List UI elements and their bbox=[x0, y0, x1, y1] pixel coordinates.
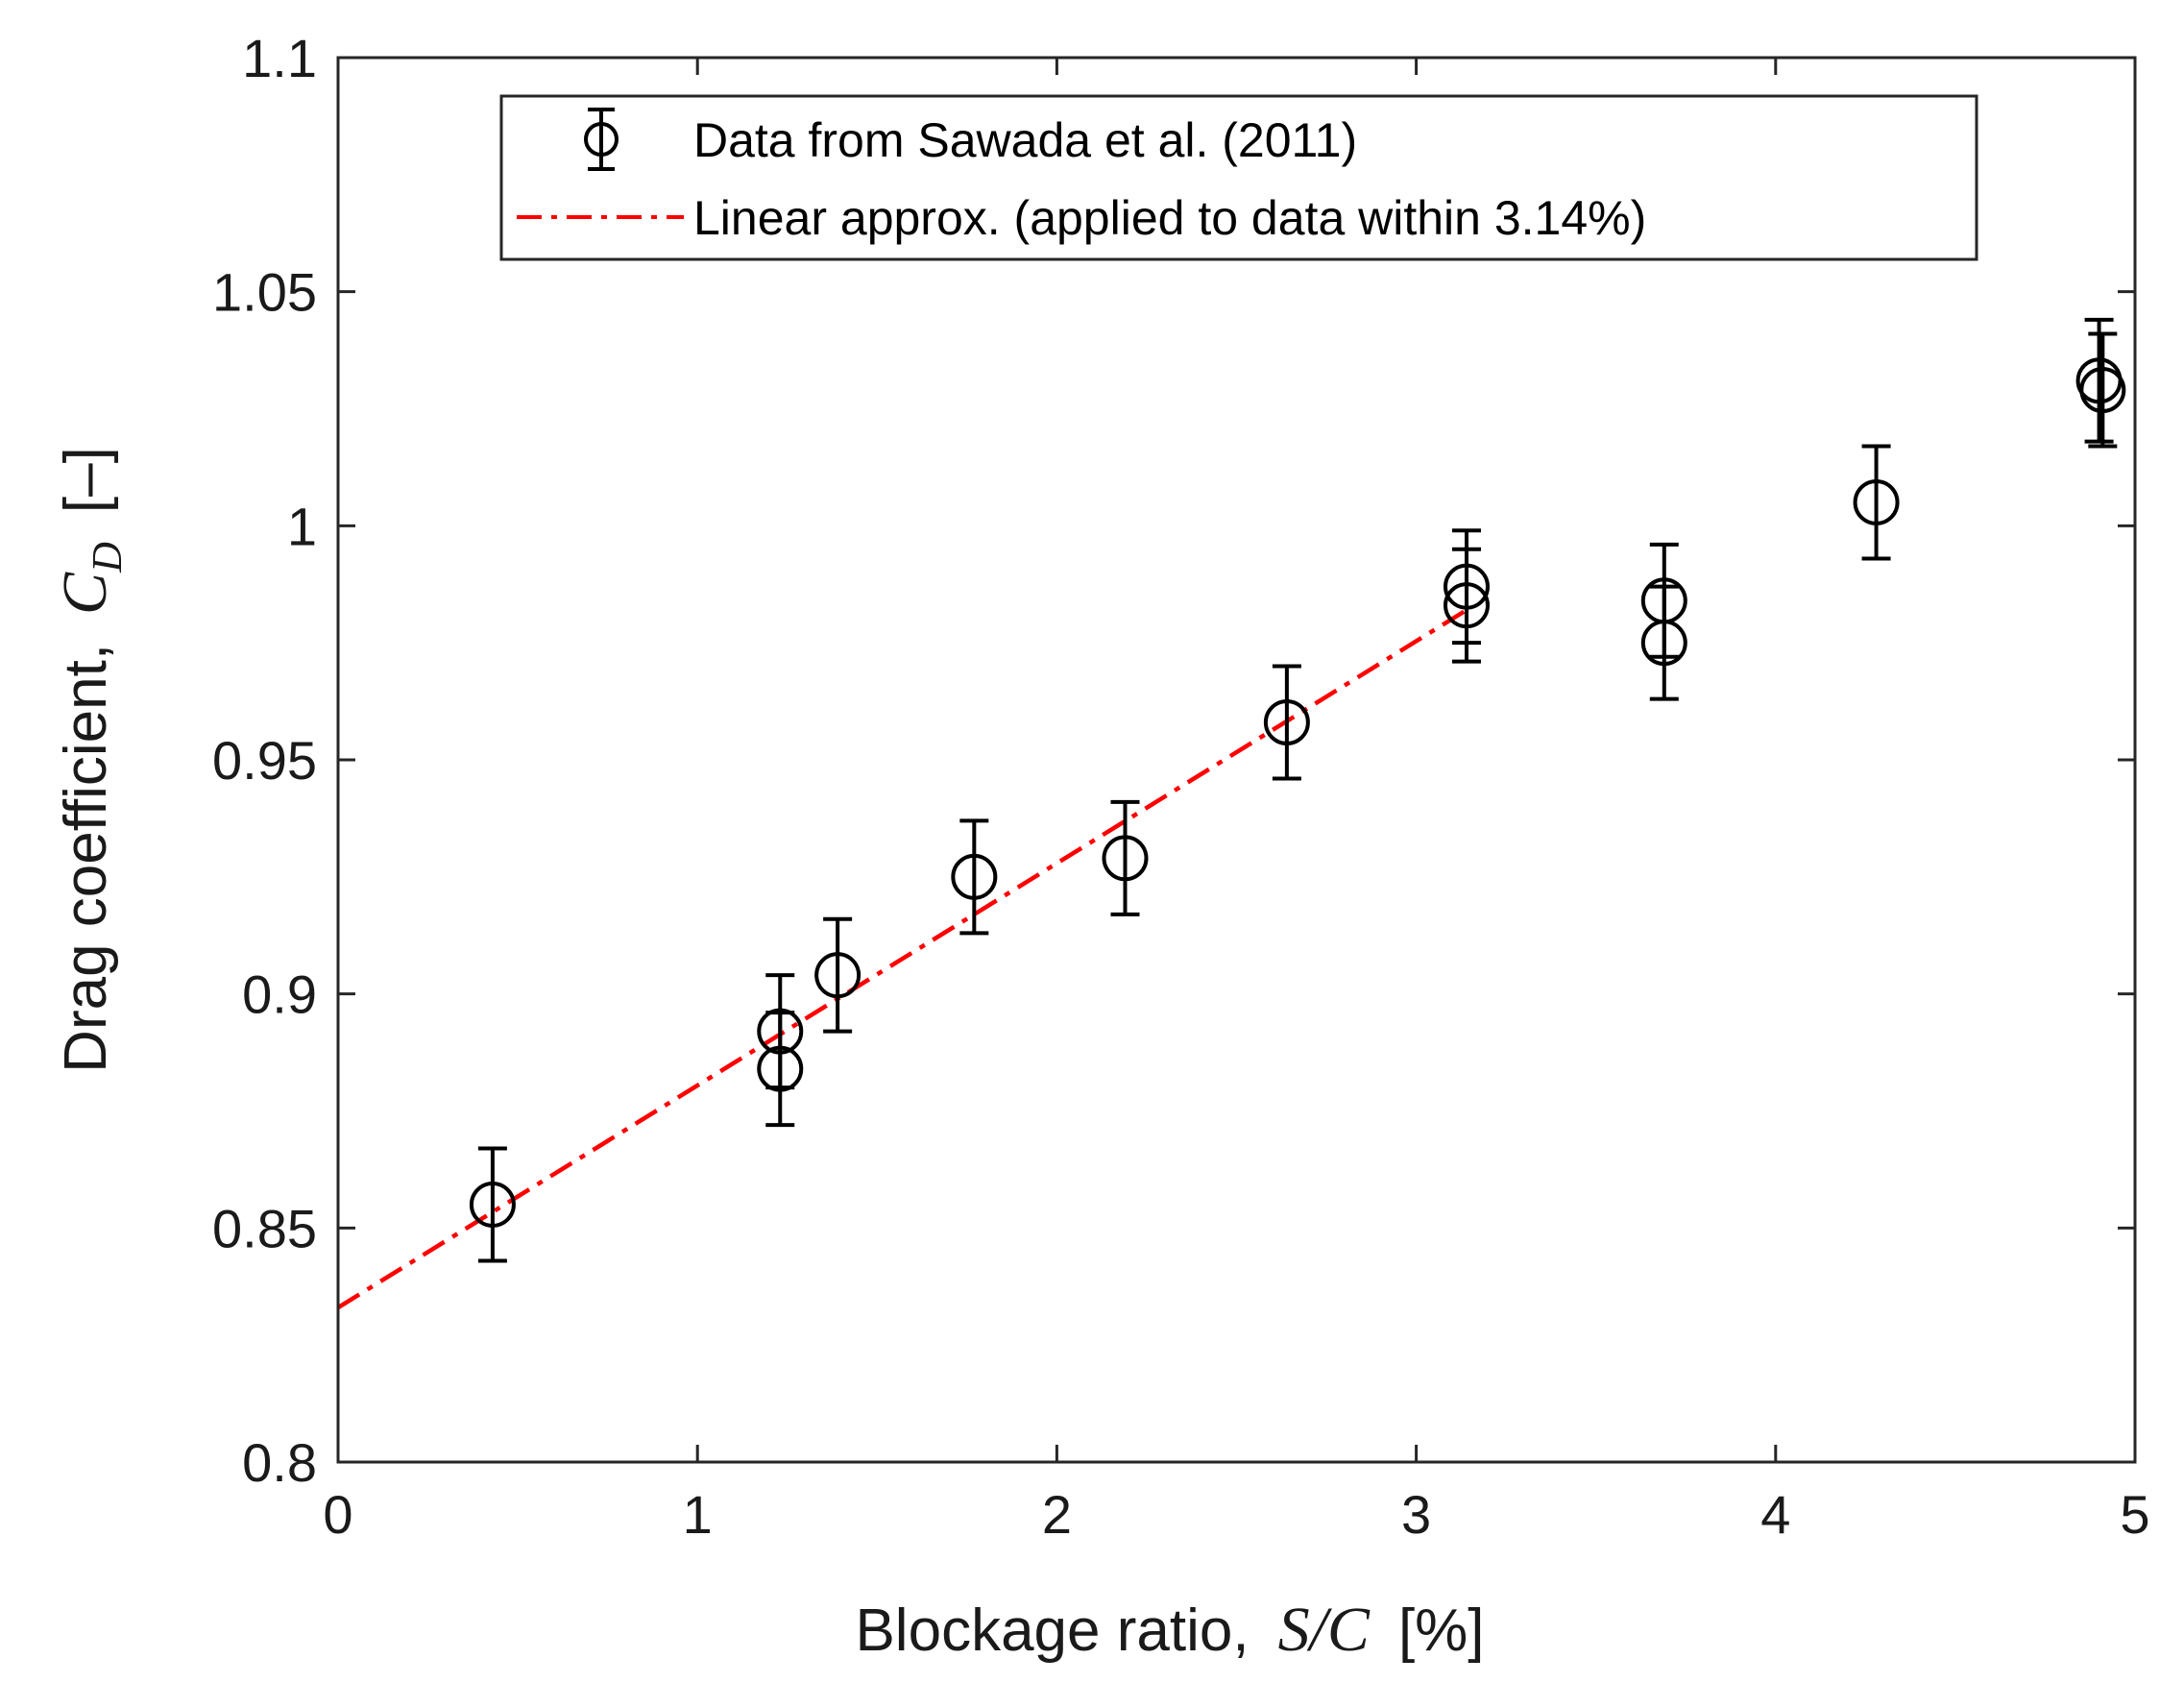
legend-label-fit: Linear approx. (applied to data within 3… bbox=[693, 191, 1646, 245]
legend-label-data: Data from Sawada et al. (2011) bbox=[693, 113, 1357, 167]
y-axis-unit: [–] bbox=[53, 447, 119, 513]
data-point bbox=[951, 818, 998, 936]
data-marker bbox=[469, 1181, 516, 1228]
data-point bbox=[2079, 331, 2126, 449]
data-point bbox=[814, 916, 861, 1034]
x-tick-label: 1 bbox=[683, 1484, 713, 1545]
data-markers-layer bbox=[469, 317, 2126, 1263]
data-marker bbox=[1640, 620, 1687, 667]
y-tick-label: 1.1 bbox=[242, 28, 317, 88]
y-tick-label: 1.05 bbox=[212, 262, 317, 323]
data-marker bbox=[1443, 582, 1490, 629]
data-marker bbox=[2079, 367, 2126, 414]
fit-line-layer bbox=[336, 608, 1468, 1310]
x-tick-label: 2 bbox=[1042, 1484, 1072, 1545]
data-point bbox=[1263, 664, 1310, 781]
y-axis-title-prefix: Drag coefficient, bbox=[53, 644, 119, 1073]
x-axis-title: Blockage ratio, S/C [%] bbox=[855, 1595, 1484, 1665]
data-point bbox=[1853, 444, 1900, 561]
data-marker bbox=[757, 1045, 804, 1092]
y-tick-label: 0.9 bbox=[242, 964, 317, 1025]
y-tick-label: 0.8 bbox=[242, 1432, 317, 1493]
x-tick-label: 4 bbox=[1760, 1484, 1790, 1545]
data-point bbox=[469, 1146, 516, 1263]
y-axis-variable-subscript: D bbox=[84, 542, 131, 573]
plot-frame bbox=[336, 56, 2137, 1464]
data-point bbox=[1102, 799, 1149, 916]
data-marker bbox=[1102, 835, 1149, 882]
data-point bbox=[1640, 584, 1687, 701]
x-tick-label: 3 bbox=[1401, 1484, 1431, 1545]
legend-box bbox=[499, 94, 1978, 261]
y-tick-label: 1 bbox=[287, 496, 317, 556]
fit-line bbox=[336, 608, 1468, 1310]
legend: Data from Sawada et al. (2011) Linear ap… bbox=[499, 94, 1978, 261]
y-axis-title: Drag coefficient, CD [–] bbox=[50, 447, 131, 1073]
x-axis-variable: S/C bbox=[1278, 1595, 1371, 1665]
y-tick-labels: 0.8 0.85 0.9 0.95 1 1.05 1.1 bbox=[212, 28, 317, 1493]
y-tick-label: 0.85 bbox=[212, 1198, 317, 1258]
data-point bbox=[1443, 547, 1490, 664]
x-tick-label: 0 bbox=[323, 1484, 352, 1545]
x-axis-unit: [%] bbox=[1398, 1598, 1485, 1664]
x-tick-labels: 0 1 2 3 4 5 bbox=[323, 1484, 2149, 1545]
data-point bbox=[757, 1011, 804, 1128]
y-axis-variable: C bbox=[50, 572, 120, 615]
data-marker bbox=[951, 853, 998, 900]
x-tick-label: 5 bbox=[2120, 1484, 2149, 1545]
y-tick-label: 0.95 bbox=[212, 730, 317, 791]
data-marker bbox=[1263, 699, 1310, 746]
plot-area bbox=[338, 58, 2135, 1462]
x-axis-title-prefix: Blockage ratio, bbox=[855, 1598, 1249, 1664]
legend-marker-errorbar bbox=[584, 108, 619, 171]
data-marker bbox=[1853, 478, 1900, 525]
data-marker bbox=[814, 952, 861, 999]
